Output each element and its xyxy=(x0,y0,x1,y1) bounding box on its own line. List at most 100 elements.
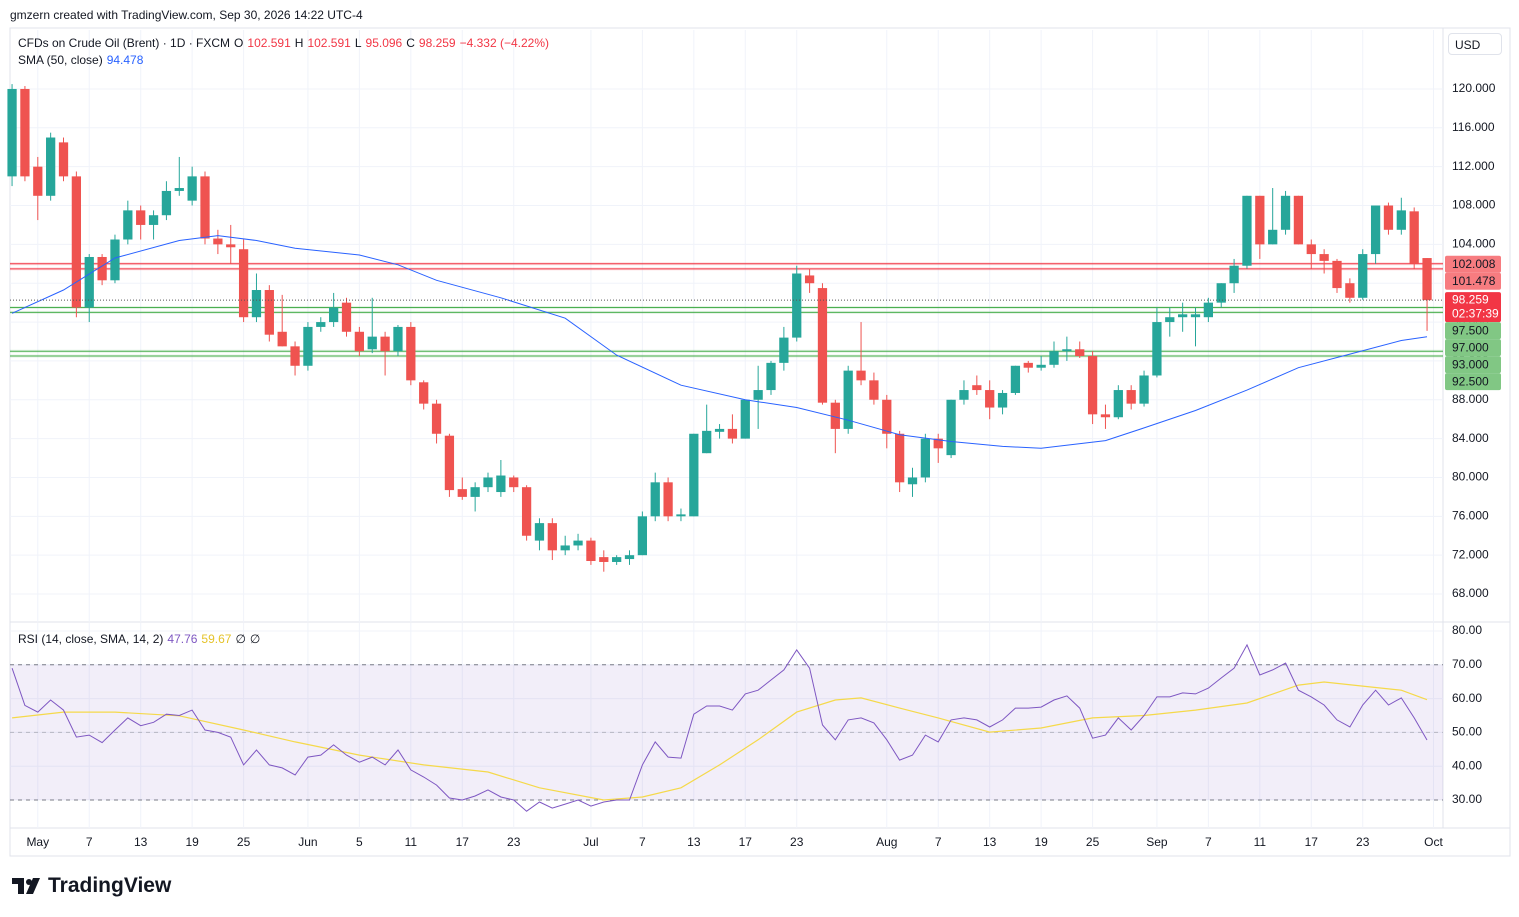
last-price-label: 98.259 xyxy=(1452,292,1489,306)
logo: TradingView xyxy=(12,874,171,898)
candle-body xyxy=(1075,349,1085,357)
y-tick-label: 80.000 xyxy=(1452,470,1489,484)
level-badge xyxy=(1445,322,1501,340)
level-band xyxy=(10,310,1443,314)
candle-body xyxy=(792,273,802,338)
candle-body xyxy=(804,275,815,284)
rsi-value: 47.76 xyxy=(167,632,198,646)
candle-body xyxy=(869,380,879,400)
candle-body xyxy=(380,336,390,352)
candle-body xyxy=(1229,265,1239,284)
candle-body xyxy=(1216,283,1226,303)
sma-value: 94.478 xyxy=(106,53,144,67)
candle-body xyxy=(1358,254,1368,298)
candle-body xyxy=(1422,258,1432,301)
x-tick-label: 23 xyxy=(790,835,804,849)
y-tick-label: 76.000 xyxy=(1452,508,1489,522)
candle-body xyxy=(740,399,750,439)
y-tick-label: 50.00 xyxy=(1452,725,1482,739)
sma-legend: SMA (50, close) 94.478 xyxy=(18,53,143,67)
x-tick-label: 13 xyxy=(687,835,701,849)
level-badge xyxy=(1445,373,1501,391)
y-tick-label: 70.00 xyxy=(1452,657,1482,671)
candle-body xyxy=(251,290,262,318)
x-tick-label: 17 xyxy=(739,835,753,849)
candle-body xyxy=(1268,229,1278,245)
candle-body xyxy=(599,557,609,562)
candle-body xyxy=(444,435,455,491)
o-label: O xyxy=(234,36,244,50)
candle-body xyxy=(624,555,635,560)
candle-body xyxy=(457,489,467,497)
candle-body xyxy=(1332,260,1342,289)
c-value: 98.259 xyxy=(418,36,456,50)
x-tick-label: 5 xyxy=(356,835,363,849)
candle-body xyxy=(367,336,377,350)
candle-body xyxy=(1383,205,1394,230)
x-tick-label: 13 xyxy=(983,835,997,849)
candle-body xyxy=(933,438,943,449)
x-tick-label: Aug xyxy=(876,835,897,849)
countdown: 02:37:39 xyxy=(1452,306,1499,320)
level-band xyxy=(10,305,1443,309)
level-badge-label: 102.008 xyxy=(1452,257,1496,271)
rsi-legend: RSI (14, close, SMA, 14, 2) 47.76 59.67 ∅… xyxy=(18,632,260,646)
candle-body xyxy=(702,430,712,454)
x-tick-label: Oct xyxy=(1424,835,1443,849)
x-tick-label: May xyxy=(26,835,49,849)
candle-body xyxy=(110,239,120,281)
candle-body xyxy=(264,290,274,335)
candle-body xyxy=(907,477,918,485)
level-badge-label: 101.478 xyxy=(1452,274,1496,288)
candle-body xyxy=(779,337,789,363)
candle-body xyxy=(573,540,583,546)
candle-body xyxy=(1087,356,1098,415)
candle-body xyxy=(1139,375,1149,404)
level-band xyxy=(10,349,1443,353)
candle-body xyxy=(997,392,1008,408)
candle-body xyxy=(136,210,146,225)
x-tick-label: 7 xyxy=(86,835,93,849)
y-tick-label: 84.000 xyxy=(1452,431,1489,445)
candle-body xyxy=(406,326,416,381)
level-badge-label: 92.500 xyxy=(1452,374,1489,388)
level-band xyxy=(10,262,1443,266)
y-tick-label: 100.000 xyxy=(1452,275,1496,289)
candle-body xyxy=(1409,211,1419,264)
x-tick-label: Sep xyxy=(1146,835,1168,849)
currency-button[interactable]: USD xyxy=(1448,33,1502,55)
x-tick-label: 19 xyxy=(1034,835,1048,849)
candle-body xyxy=(714,428,725,432)
candle-body xyxy=(1165,317,1175,323)
candle-body xyxy=(612,557,622,562)
candle-body xyxy=(547,523,557,551)
candle-body xyxy=(431,403,442,434)
candle-body xyxy=(637,516,648,556)
candle-body xyxy=(393,326,403,352)
candle-body xyxy=(1113,390,1123,418)
candle-body xyxy=(1319,254,1329,261)
candle-body xyxy=(1293,195,1304,245)
candle-body xyxy=(1370,205,1381,255)
candle-body xyxy=(33,166,43,196)
credit: gmzern created with TradingView.com, Sep… xyxy=(10,8,363,22)
candle-body xyxy=(830,402,840,429)
y-tick-label: 60.00 xyxy=(1452,691,1482,705)
y-tick-label: 108.000 xyxy=(1452,198,1496,212)
y-tick-label: 116.000 xyxy=(1452,120,1495,134)
candle-body xyxy=(1255,195,1265,245)
candle-body xyxy=(1126,390,1136,404)
candle-body xyxy=(1023,362,1033,368)
candle-body xyxy=(1049,351,1059,365)
candle-body xyxy=(985,390,995,408)
x-tick-label: 7 xyxy=(1205,835,1212,849)
candle-body xyxy=(84,256,94,308)
x-tick-label: Jul xyxy=(583,835,598,849)
sma-label: SMA (50, close) xyxy=(18,53,103,67)
rsi-label: RSI (14, close, SMA, 14, 2) xyxy=(18,632,164,646)
candle-body xyxy=(7,88,17,177)
candle-body xyxy=(161,190,172,216)
candle-body xyxy=(882,399,892,434)
y-tick-label: 80.00 xyxy=(1452,623,1482,637)
candle-body xyxy=(213,238,223,245)
